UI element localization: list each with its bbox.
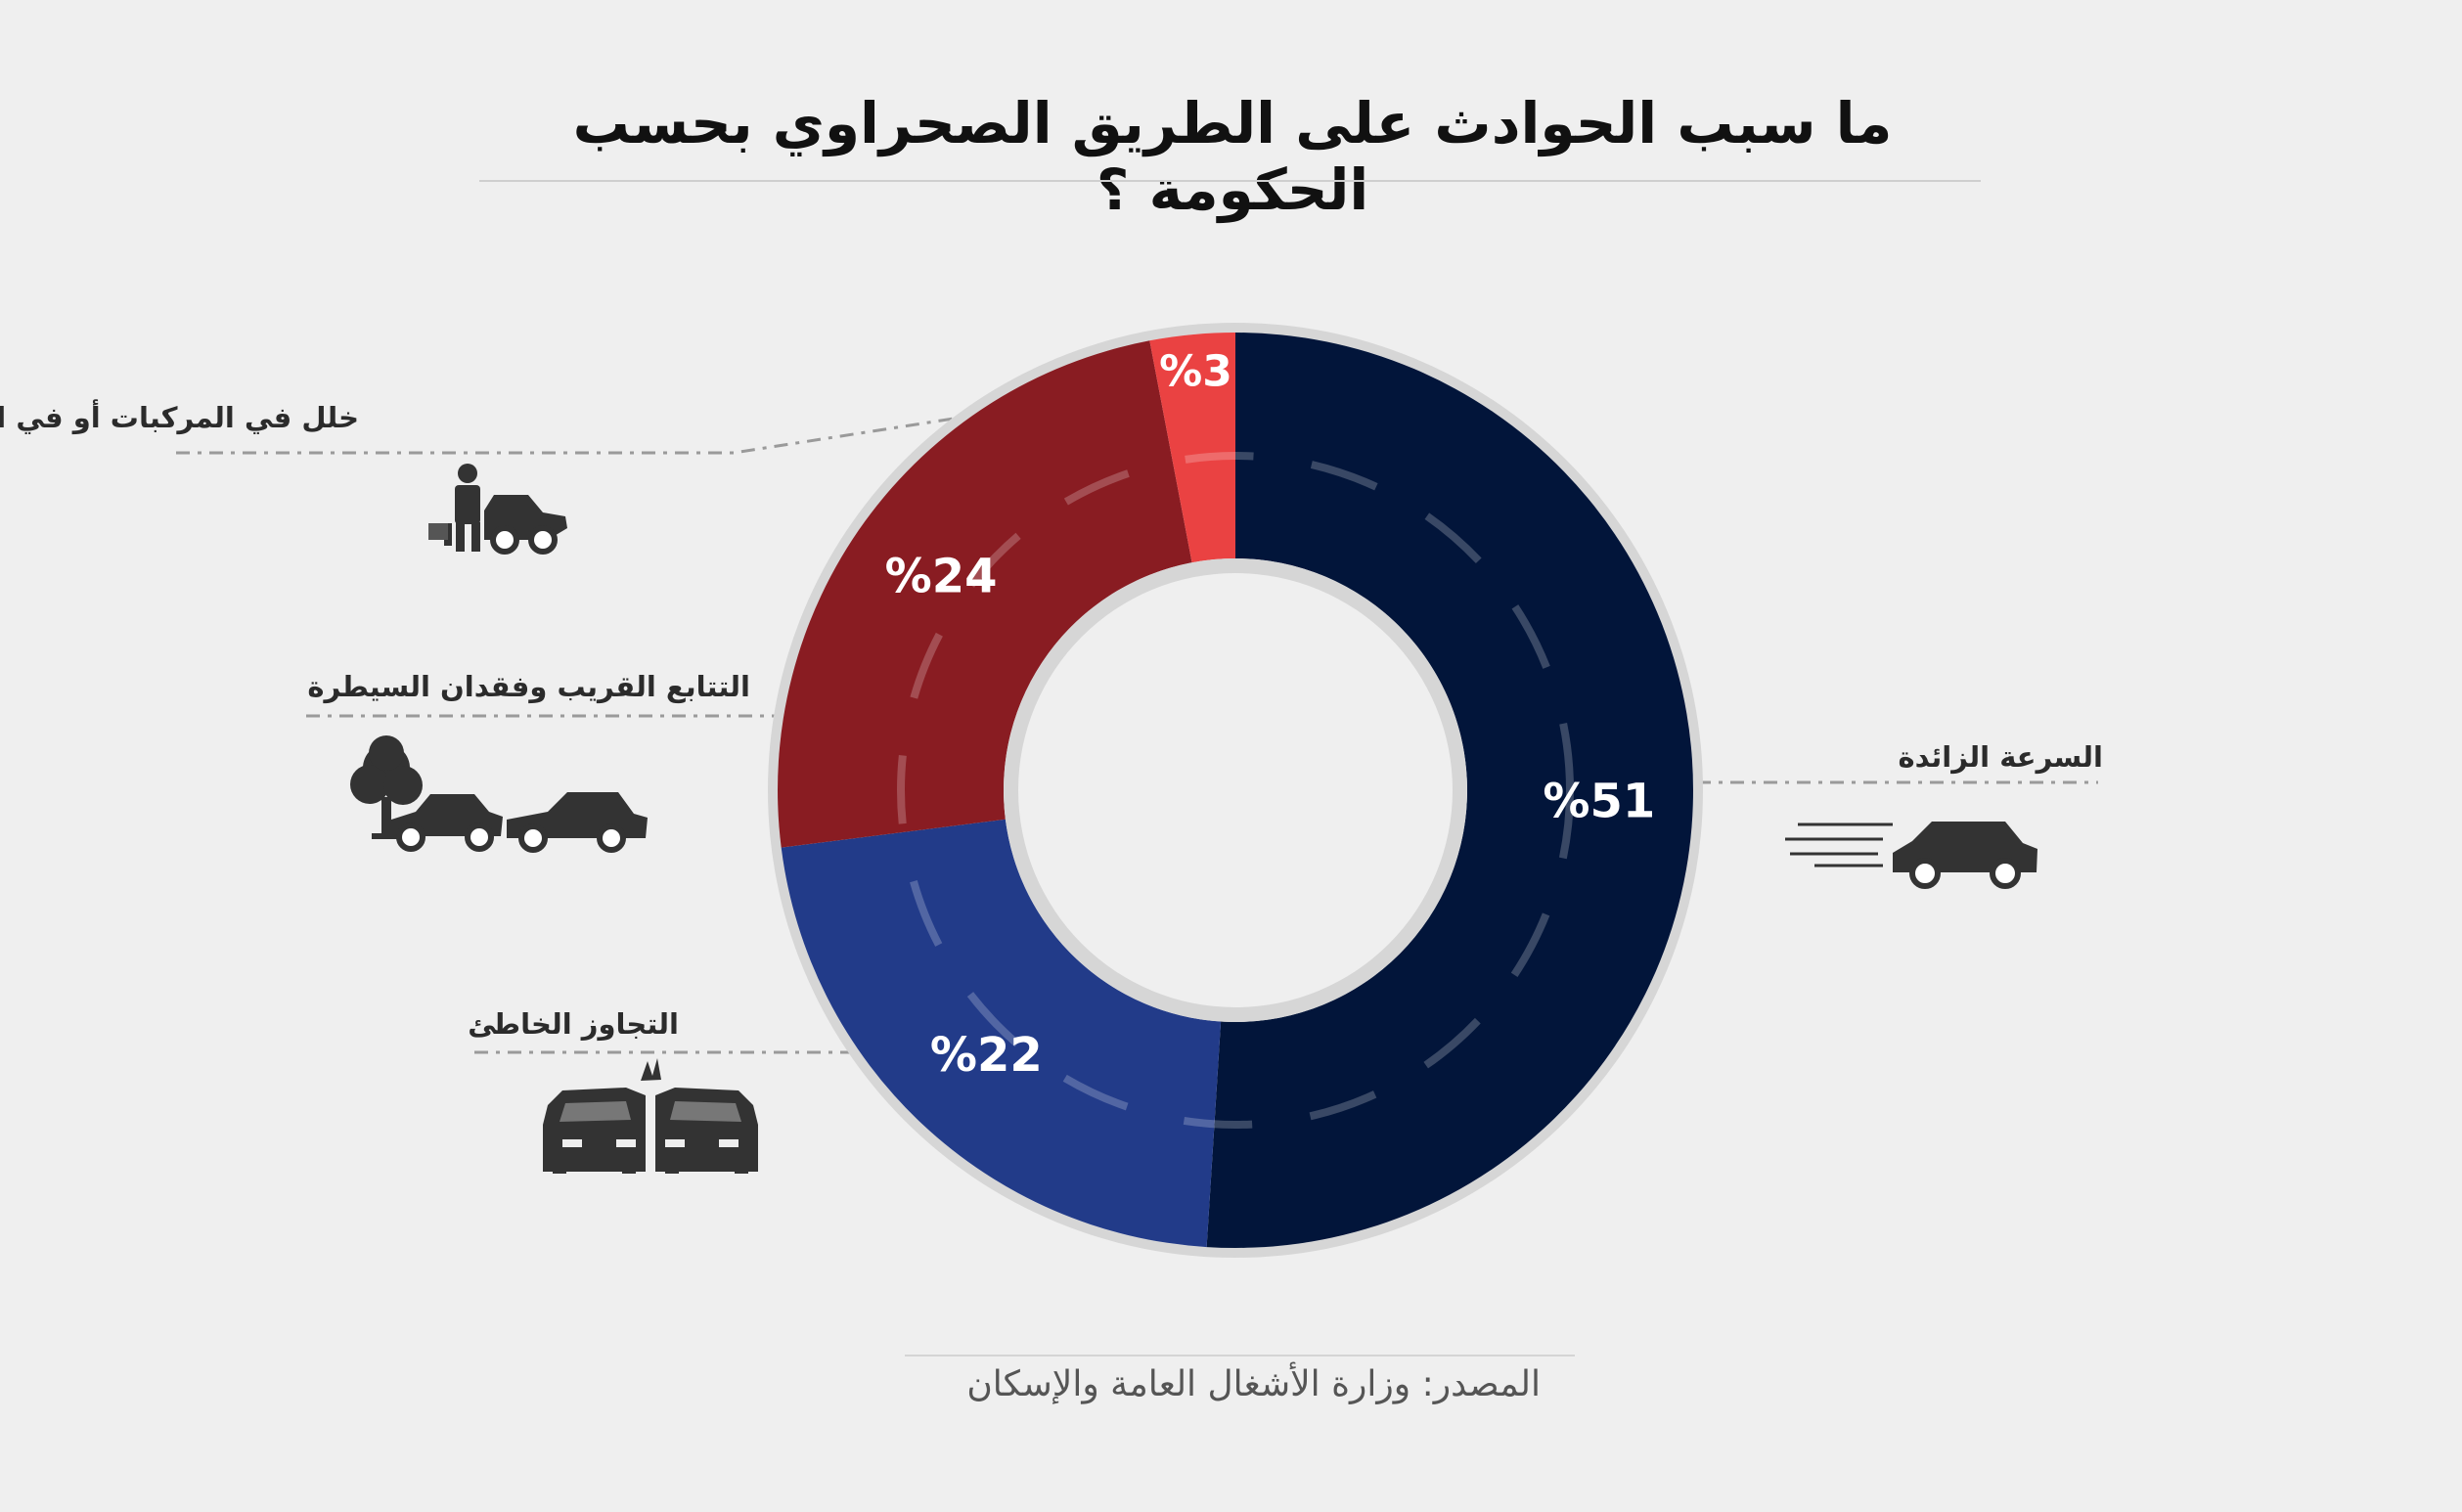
slice-tailgating — [778, 340, 1192, 848]
donut-guide-circle — [897, 452, 1574, 1129]
leader-lines — [176, 417, 2098, 1054]
donut-hole — [1018, 573, 1453, 1007]
source-divider — [905, 1355, 1575, 1356]
leader-line-defects — [176, 417, 955, 455]
mechanic-car-icon — [428, 464, 567, 555]
slice-defects-value-label: %3 — [1159, 346, 1232, 396]
slice-speed-value-label: %51 — [1543, 775, 1655, 829]
label-overtaking: التجاوز الخاطئ — [468, 1007, 679, 1041]
slice-defects — [1149, 333, 1235, 563]
chart-title: ما سبب الحوادث على الطريق الصحراوي بحسب … — [572, 90, 1893, 223]
speeding-car-icon — [1785, 822, 2037, 889]
slice-speed — [1206, 333, 1693, 1248]
slice-overtaking — [781, 819, 1222, 1248]
slice-value-labels: %51 %22 %24 %3 — [885, 346, 1656, 1083]
label-defects: خلل في المركبات أو في الطريق — [0, 401, 359, 434]
rear-end-collision-icon — [350, 735, 648, 853]
title-divider — [479, 180, 1981, 182]
donut-slices — [778, 333, 1693, 1248]
slice-overtaking-value-label: %22 — [930, 1028, 1043, 1083]
source-note: المصدر: وزارة الأشغال العامة والإسكان — [966, 1364, 1541, 1404]
label-tailgating: التتابع القريب وفقدان السيطرة — [307, 670, 750, 703]
label-speed: السرعة الزائدة — [1898, 740, 2103, 774]
head-on-collision-icon — [543, 1058, 758, 1174]
slice-tailgating-value-label: %24 — [885, 549, 998, 603]
